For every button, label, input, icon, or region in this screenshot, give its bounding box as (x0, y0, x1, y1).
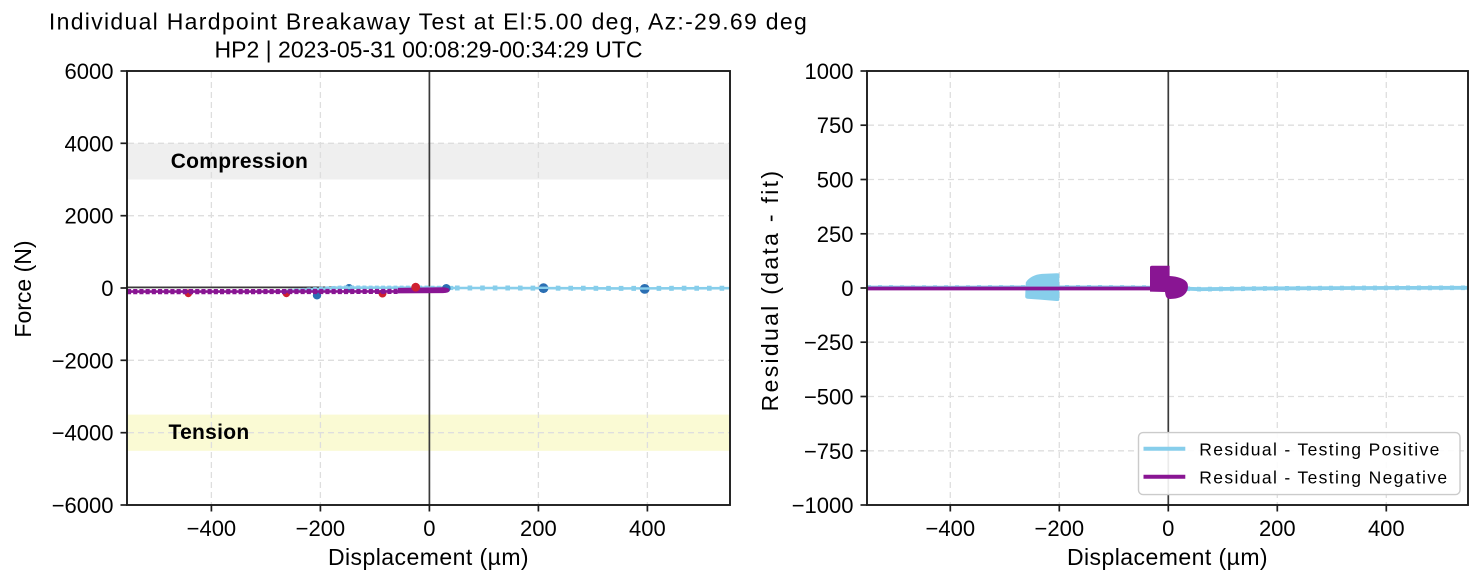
svg-text:−1000: −1000 (792, 493, 854, 518)
svg-text:−250: −250 (804, 330, 854, 355)
svg-text:0: 0 (841, 276, 853, 301)
svg-text:Tension: Tension (169, 421, 250, 444)
svg-text:2000: 2000 (65, 204, 114, 229)
svg-text:6000: 6000 (65, 59, 114, 84)
svg-text:Compression: Compression (171, 150, 309, 173)
svg-text:Force (N): Force (N) (10, 240, 36, 337)
svg-text:−6000: −6000 (52, 493, 114, 518)
svg-text:−4000: −4000 (52, 421, 114, 446)
svg-text:1000: 1000 (805, 59, 854, 84)
svg-text:400: 400 (1368, 516, 1405, 541)
svg-text:−200: −200 (1035, 516, 1085, 541)
svg-text:HP2 | 2023-05-31 00:08:29-00:3: HP2 | 2023-05-31 00:08:29-00:34:29 UTC (215, 37, 643, 63)
svg-text:Residual - Testing Positive: Residual - Testing Positive (1199, 439, 1440, 459)
svg-text:−400: −400 (187, 516, 237, 541)
svg-text:Displacement (µm): Displacement (µm) (328, 544, 529, 570)
svg-text:Residual (data - fit): Residual (data - fit) (757, 169, 783, 412)
svg-text:4000: 4000 (65, 131, 114, 156)
svg-text:0: 0 (1162, 516, 1174, 541)
svg-text:200: 200 (1259, 516, 1296, 541)
svg-text:250: 250 (817, 222, 854, 247)
svg-text:0: 0 (423, 516, 435, 541)
svg-text:0: 0 (101, 276, 113, 301)
svg-text:−200: −200 (296, 516, 346, 541)
svg-text:200: 200 (520, 516, 557, 541)
svg-text:500: 500 (817, 168, 854, 193)
svg-text:Displacement (µm): Displacement (µm) (1067, 544, 1268, 570)
svg-text:Residual - Testing Negative: Residual - Testing Negative (1199, 467, 1448, 487)
svg-text:Individual Hardpoint Breakaway: Individual Hardpoint Breakaway Test at E… (49, 9, 808, 35)
svg-text:−750: −750 (804, 439, 854, 464)
svg-text:−2000: −2000 (52, 348, 114, 373)
svg-text:750: 750 (817, 113, 854, 138)
svg-text:−500: −500 (804, 385, 854, 410)
svg-text:−400: −400 (926, 516, 976, 541)
svg-text:400: 400 (629, 516, 666, 541)
